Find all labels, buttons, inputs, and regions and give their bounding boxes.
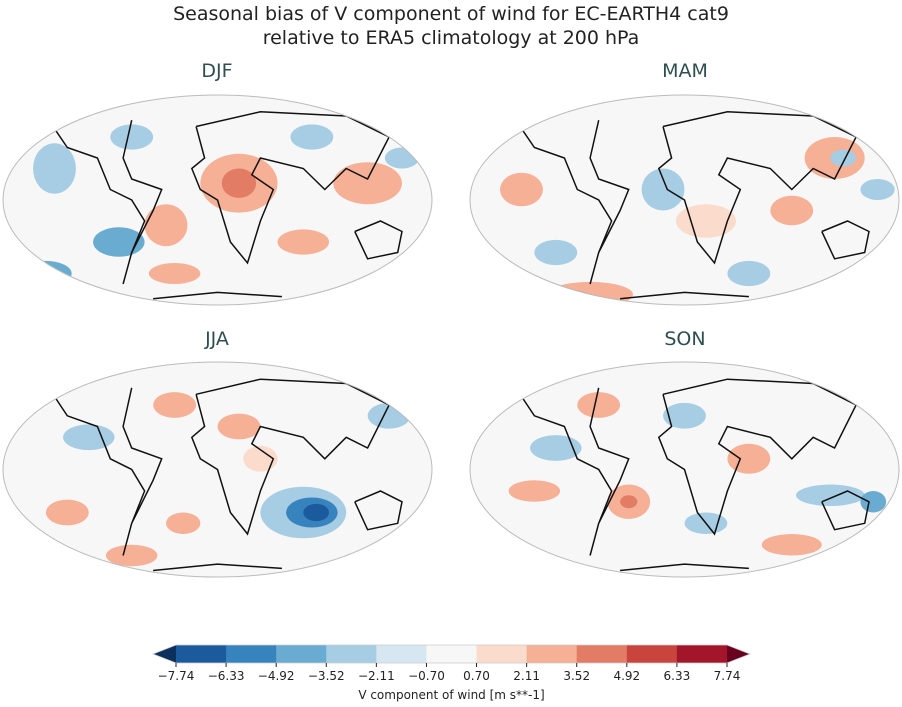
anomaly-contour [761,534,822,556]
colorbar-bin [326,645,377,663]
anomaly-contour [641,168,685,211]
colorbar-bin [426,645,478,663]
anomaly-contour [367,402,411,429]
figure-title-line1: Seasonal bias of V component of wind for… [173,3,729,25]
anomaly-contour [217,413,261,440]
colorbar-extend-low [153,645,176,663]
anomaly-contour [110,124,154,150]
colorbar-bin [676,645,728,663]
anomaly-contour [166,512,201,534]
anomaly-contour [333,162,402,205]
colorbar-tick-label: −3.52 [308,669,345,683]
anomaly-contour [93,227,145,257]
colorbar-tick-label: 4.92 [613,669,640,683]
colorbar-bin [376,645,427,663]
anomaly-contour [500,172,543,207]
anomaly-contour [830,149,857,167]
anomaly-contour [303,503,330,522]
coastline [620,291,749,300]
panel-title-mam: MAM [662,60,708,82]
map-border [2,361,433,578]
map-border [469,94,900,306]
colorbar-tick-label: 2.11 [513,669,540,683]
colorbar-bin [526,645,578,663]
colorbar-tick-label: −6.33 [208,669,245,683]
coastline [45,115,163,285]
anomaly-contour [577,392,621,418]
anomaly-contour [860,179,895,200]
map-mam [469,94,900,306]
colorbar-tick-label: 6.33 [664,669,691,683]
map-border [2,94,433,306]
coastline [153,563,282,572]
colorbar-tick-label: 3.52 [563,669,590,683]
anomaly-contour [770,195,814,226]
anomaly-contour [530,435,582,461]
anomaly-contour [290,124,334,150]
anomaly-contour [663,402,706,429]
anomaly-contour [144,204,188,247]
anomaly-contour [534,239,578,266]
panel-title-jja: JJA [205,328,229,350]
colorbar-tick-label: −2.11 [358,669,395,683]
coastline [821,490,870,531]
anomaly-contour [153,392,197,418]
anomaly-contour [148,263,201,284]
colorbar-tick-label: −4.92 [258,669,295,683]
anomaly-contour [63,424,115,451]
anomaly-contour [33,143,76,194]
coastline [354,490,403,531]
colorbar-tick-label: −0.70 [408,669,445,683]
coastline [153,291,282,300]
colorbar-tick-label: 7.74 [714,669,741,683]
map-djf [2,94,433,306]
colorbar-bin [276,645,327,663]
anomaly-contour [45,499,89,526]
map-jja [2,361,433,578]
colorbar-bin [626,645,678,663]
coastline [45,383,163,556]
colorbar-tick-label: −7.74 [158,669,195,683]
map-border [469,361,900,578]
anomaly-contour [105,544,158,567]
colorbar-label: V component of wind [m s**-1] [358,688,544,702]
anomaly-contour [221,168,257,198]
anomaly-contour [508,480,561,502]
figure-title-line2: relative to ERA5 climatology at 200 hPa [262,27,640,49]
anomaly-contour [727,260,771,287]
colorbar-bin [576,645,628,663]
colorbar-extend-high [727,645,750,663]
anomaly-contour [620,495,638,509]
panel-title-djf: DJF [201,60,233,82]
colorbar-tick-label: 0.70 [463,669,490,683]
colorbar-bin [176,645,227,663]
anomaly-contour [675,204,736,238]
anomaly-contour [796,484,865,507]
anomaly-contour [727,443,771,474]
anomaly-contour [277,229,330,255]
panel-title-son: SON [664,328,706,350]
coastline [620,563,749,572]
colorbar-bin [226,645,277,663]
colorbar-bin [476,645,528,663]
colorbar: −7.74 −6.33 −4.92 −3.52 −2.11 −0.70 0.70 2.11 3.… [151,644,752,702]
map-son [469,361,900,578]
coastline [512,115,630,285]
coastline [512,383,630,556]
anomaly-contour [860,491,887,513]
anomaly-contour [243,445,278,472]
coastline [354,220,403,260]
coastline [821,220,870,260]
